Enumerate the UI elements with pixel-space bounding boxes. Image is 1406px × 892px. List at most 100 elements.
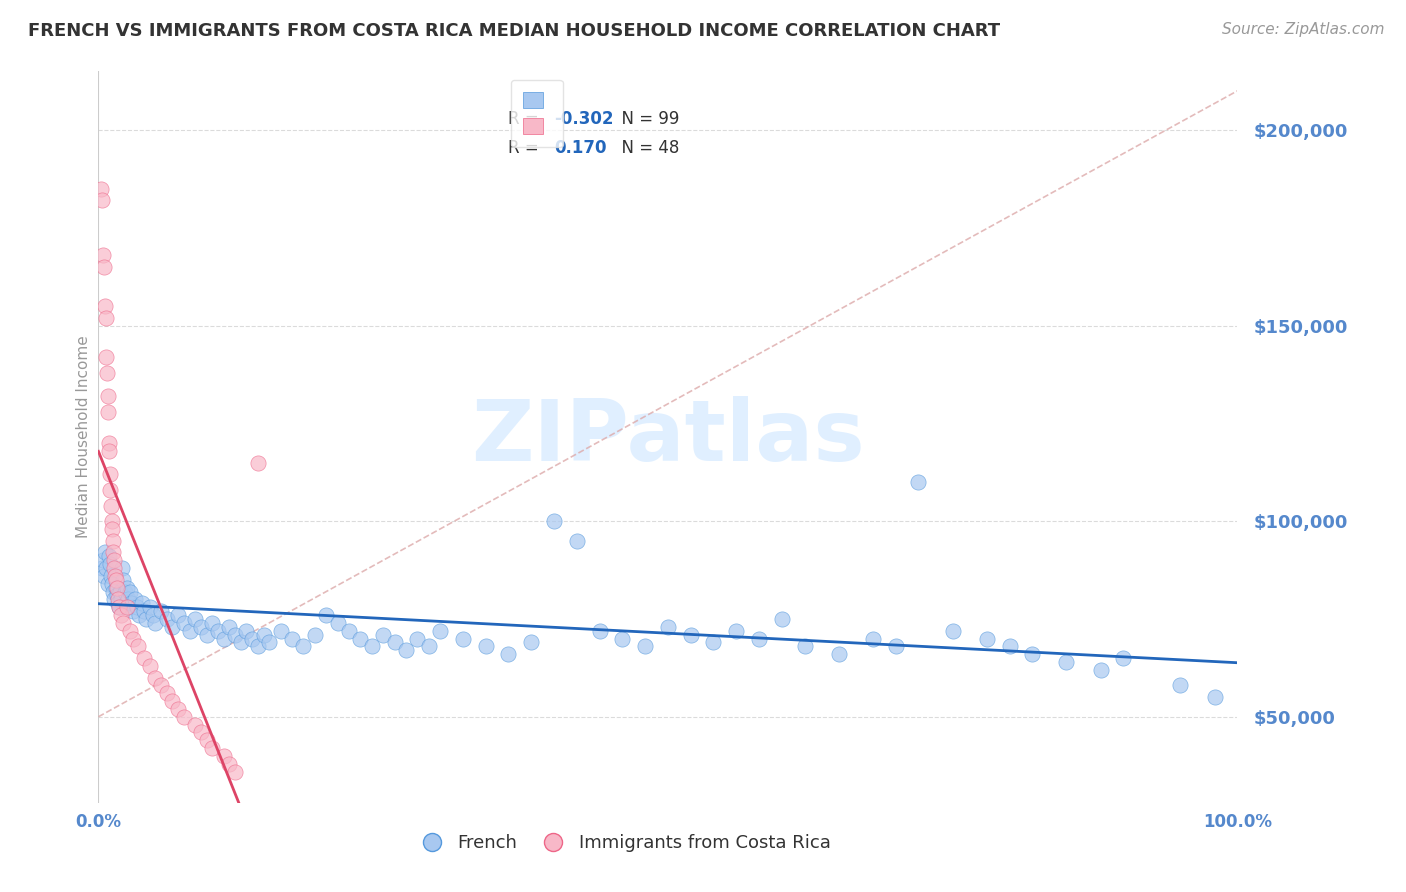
Point xyxy=(104,581,127,595)
Point xyxy=(124,592,146,607)
Point xyxy=(121,604,143,618)
Point xyxy=(976,632,998,646)
Point xyxy=(93,260,115,274)
Point xyxy=(120,584,142,599)
Point xyxy=(173,710,195,724)
Point xyxy=(828,647,851,661)
Point xyxy=(179,624,201,638)
Point xyxy=(998,640,1021,654)
Text: 0.170: 0.170 xyxy=(554,139,606,157)
Point xyxy=(100,483,122,497)
Point xyxy=(218,620,240,634)
Point xyxy=(304,627,326,641)
Point xyxy=(240,632,263,646)
Point xyxy=(96,576,118,591)
Point xyxy=(105,589,128,603)
Point xyxy=(384,635,406,649)
Point xyxy=(90,182,112,196)
Point xyxy=(103,561,125,575)
Point xyxy=(127,640,149,654)
Point xyxy=(104,569,127,583)
Point xyxy=(96,561,118,575)
Point xyxy=(127,600,149,615)
Point xyxy=(942,624,965,638)
Point xyxy=(657,620,679,634)
Point xyxy=(235,624,257,638)
Point xyxy=(612,632,634,646)
Text: ZIPatlas: ZIPatlas xyxy=(471,395,865,479)
Point xyxy=(429,624,451,638)
Point xyxy=(103,553,125,567)
Point xyxy=(259,635,281,649)
Point xyxy=(114,584,136,599)
Point xyxy=(218,756,240,771)
Point xyxy=(91,553,114,567)
Point xyxy=(395,643,418,657)
Point xyxy=(96,366,118,380)
Y-axis label: Median Household Income: Median Household Income xyxy=(76,335,91,539)
Point xyxy=(96,389,118,403)
Point xyxy=(207,624,229,638)
Point xyxy=(634,640,657,654)
Point xyxy=(371,627,394,641)
Point xyxy=(748,632,770,646)
Point xyxy=(770,612,793,626)
Point xyxy=(120,596,142,610)
Point xyxy=(201,741,224,756)
Point xyxy=(98,443,121,458)
Point xyxy=(565,533,588,548)
Point xyxy=(120,624,142,638)
Point xyxy=(90,561,112,575)
Point xyxy=(103,584,125,599)
Text: Source: ZipAtlas.com: Source: ZipAtlas.com xyxy=(1222,22,1385,37)
Point xyxy=(167,608,190,623)
Point xyxy=(474,640,496,654)
Point xyxy=(195,733,218,747)
Point xyxy=(103,545,125,559)
Point xyxy=(162,620,184,634)
Point xyxy=(167,702,190,716)
Point xyxy=(150,604,173,618)
Point xyxy=(101,533,124,548)
Point xyxy=(281,632,304,646)
Point xyxy=(793,640,815,654)
Point xyxy=(138,600,160,615)
Point xyxy=(115,581,138,595)
Point xyxy=(110,592,132,607)
Point xyxy=(360,640,382,654)
Point xyxy=(107,592,129,607)
Point xyxy=(156,612,179,626)
Point xyxy=(337,624,360,638)
Point xyxy=(93,569,115,583)
Text: FRENCH VS IMMIGRANTS FROM COSTA RICA MEDIAN HOUSEHOLD INCOME CORRELATION CHART: FRENCH VS IMMIGRANTS FROM COSTA RICA MED… xyxy=(28,22,1000,40)
Legend: French, Immigrants from Costa Rica: French, Immigrants from Costa Rica xyxy=(406,827,838,860)
Point xyxy=(97,549,120,564)
Point xyxy=(156,686,179,700)
Point xyxy=(252,627,274,641)
Point xyxy=(97,436,120,450)
Point xyxy=(184,612,207,626)
Point xyxy=(114,596,136,610)
Point xyxy=(246,640,269,654)
Point xyxy=(498,647,520,661)
Point xyxy=(1056,655,1078,669)
Point xyxy=(94,310,117,325)
Point xyxy=(212,748,235,763)
Point xyxy=(110,608,132,623)
Point xyxy=(520,635,543,649)
Text: N = 48: N = 48 xyxy=(610,139,679,157)
Point xyxy=(150,678,173,692)
Point xyxy=(1090,663,1112,677)
Point xyxy=(97,404,120,418)
Point xyxy=(1112,651,1135,665)
Point xyxy=(246,456,269,470)
Point xyxy=(112,615,135,630)
Point xyxy=(326,615,349,630)
Point xyxy=(184,717,207,731)
Point xyxy=(1021,647,1043,661)
Point xyxy=(884,640,907,654)
Point xyxy=(100,499,122,513)
Point xyxy=(96,350,118,364)
Point xyxy=(212,632,235,646)
Point xyxy=(190,620,212,634)
